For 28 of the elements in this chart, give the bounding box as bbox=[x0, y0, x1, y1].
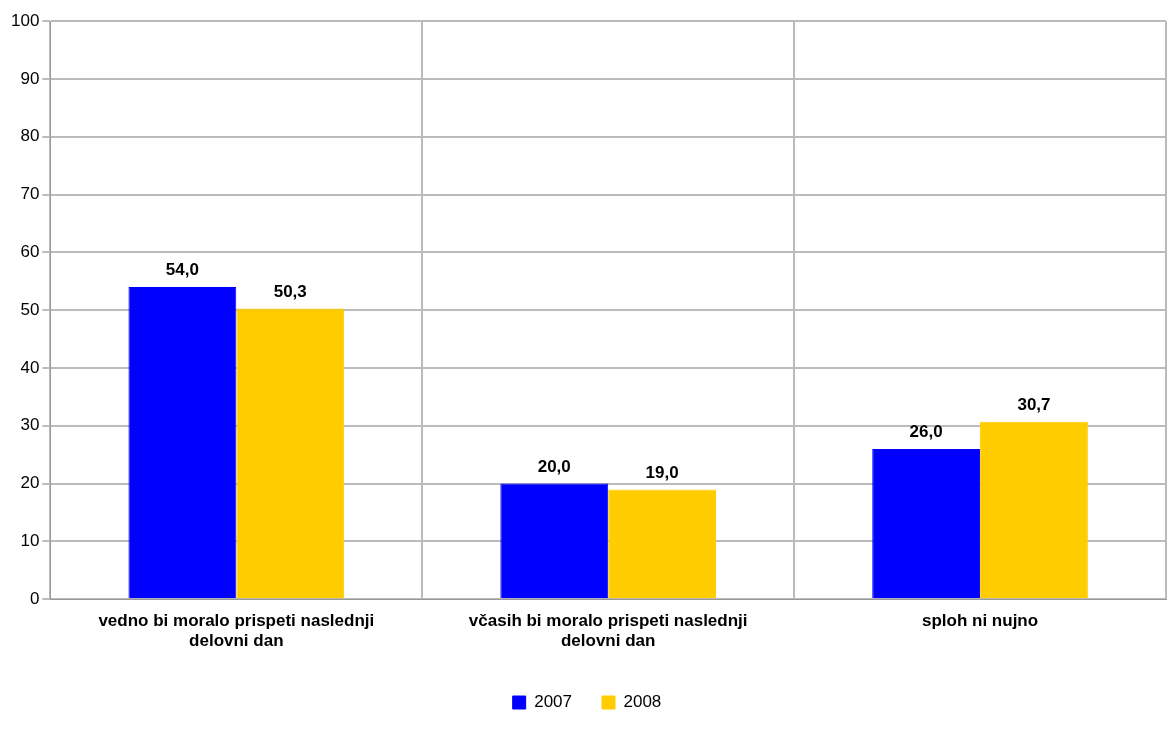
legend-label: 2007 bbox=[534, 692, 573, 712]
data-label: 54,0 bbox=[165, 260, 199, 280]
bar bbox=[236, 308, 345, 599]
y-tick-label: 30 bbox=[20, 415, 40, 435]
y-tick-label: 90 bbox=[20, 68, 40, 88]
data-label: 19,0 bbox=[645, 462, 679, 482]
y-tick-label: 100 bbox=[10, 10, 40, 30]
y-tick-label: 60 bbox=[20, 242, 40, 262]
y-tick-label: 50 bbox=[20, 299, 40, 319]
x-tick-label: včasih bi moralo prispeti naslednji delovni dan bbox=[468, 611, 748, 651]
x-tick-label: vedno bi moralo prispeti naslednji delovni dan bbox=[98, 611, 375, 651]
bar bbox=[608, 489, 717, 599]
data-label: 30,7 bbox=[1017, 394, 1051, 414]
data-label: 20,0 bbox=[537, 456, 571, 476]
y-tick-label: 80 bbox=[20, 126, 40, 146]
x-tick-label: sploh ni nujno bbox=[921, 611, 1039, 631]
data-label: 26,0 bbox=[909, 422, 943, 442]
y-tick-label: 40 bbox=[20, 357, 40, 377]
bar bbox=[980, 421, 1088, 599]
data-label: 50,3 bbox=[273, 281, 307, 301]
y-tick-label: 10 bbox=[20, 531, 40, 551]
y-tick-label: 0 bbox=[29, 588, 40, 608]
bar bbox=[128, 287, 237, 599]
bar bbox=[872, 448, 981, 599]
bar bbox=[500, 483, 609, 599]
y-tick-label: 20 bbox=[20, 473, 40, 493]
legend-label: 2008 bbox=[623, 692, 662, 712]
y-tick-label: 70 bbox=[20, 184, 40, 204]
